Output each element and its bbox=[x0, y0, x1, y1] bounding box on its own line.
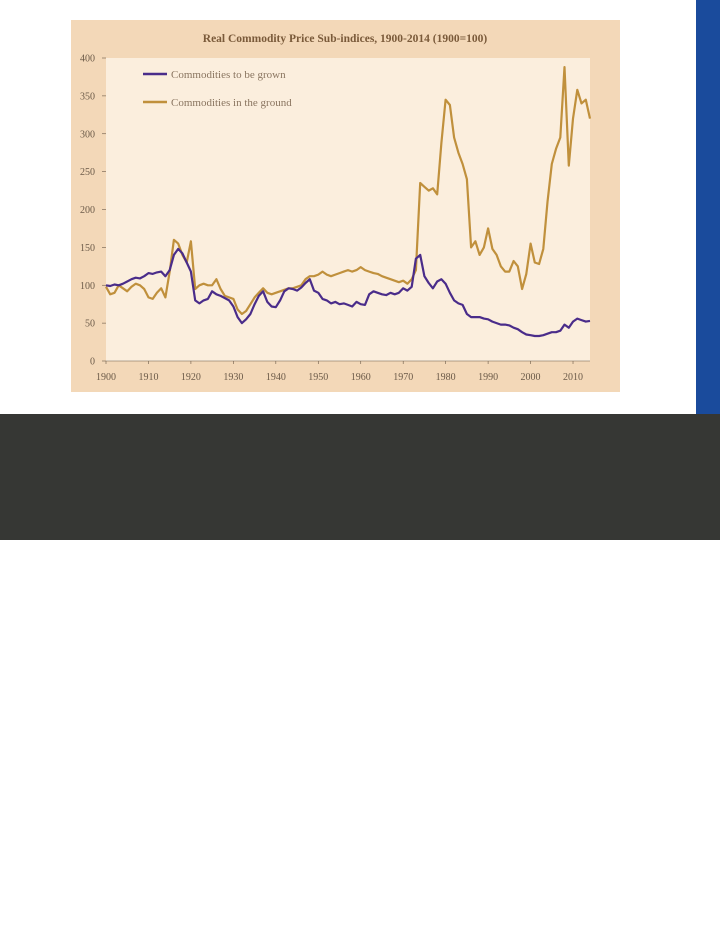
y-tick-label: 150 bbox=[80, 243, 95, 254]
plot-area bbox=[106, 58, 590, 361]
x-tick-label: 1940 bbox=[266, 372, 286, 383]
x-tick-label: 1950 bbox=[308, 372, 328, 383]
chart-svg: Real Commodity Price Sub-indices, 1900-2… bbox=[71, 20, 620, 392]
x-tick-label: 1980 bbox=[436, 372, 456, 383]
series-line-0 bbox=[105, 247, 591, 338]
x-tick-label: 1920 bbox=[181, 372, 201, 383]
x-tick-label: 1960 bbox=[351, 372, 371, 383]
footer-text: Trends and Cycles in Global Commodity Pr… bbox=[60, 923, 347, 939]
x-tick-label: 2010 bbox=[563, 372, 583, 383]
y-tick-label: 250 bbox=[80, 167, 95, 178]
x-tick-label: 1930 bbox=[223, 372, 243, 383]
chart-title: Real Commodity Price Sub-indices, 1900-2… bbox=[203, 33, 488, 45]
chart-container: Real Commodity Price Sub-indices, 1900-2… bbox=[71, 20, 620, 392]
y-tick-label: 0 bbox=[90, 357, 95, 368]
y-tick-label: 100 bbox=[80, 281, 95, 292]
y-tick-label: 200 bbox=[80, 205, 95, 216]
series-lines bbox=[105, 66, 592, 338]
footer-band: “In the ground” versus “To be grown” Tre… bbox=[0, 414, 720, 939]
x-tick-label: 1900 bbox=[96, 372, 116, 383]
x-axis: 1900 1910 1920 1930 1940 1950 1960 1970 1980 1990… bbox=[96, 360, 590, 383]
x-tick-label: 2000 bbox=[521, 372, 541, 383]
page-number: 13 bbox=[701, 923, 714, 938]
y-tick-label: 50 bbox=[85, 319, 95, 330]
y-tick-label: 350 bbox=[80, 91, 95, 102]
y-tick-label: 300 bbox=[80, 129, 95, 140]
slide-title: “In the ground” versus “To be grown” bbox=[60, 859, 472, 889]
y-tick-label: 400 bbox=[80, 54, 95, 65]
chart-legend: Commodities to be grown Commodities in th… bbox=[143, 69, 292, 109]
accent-bar bbox=[696, 0, 720, 414]
x-tick-label: 1910 bbox=[138, 372, 158, 383]
x-tick-label: 1990 bbox=[478, 372, 498, 383]
legend-label: Commodities in the ground bbox=[171, 97, 292, 109]
y-axis: 0 50 100 150 200 250 300 350 400 bbox=[80, 54, 106, 368]
x-tick-label: 1970 bbox=[393, 372, 413, 383]
legend-label: Commodities to be grown bbox=[171, 69, 286, 81]
